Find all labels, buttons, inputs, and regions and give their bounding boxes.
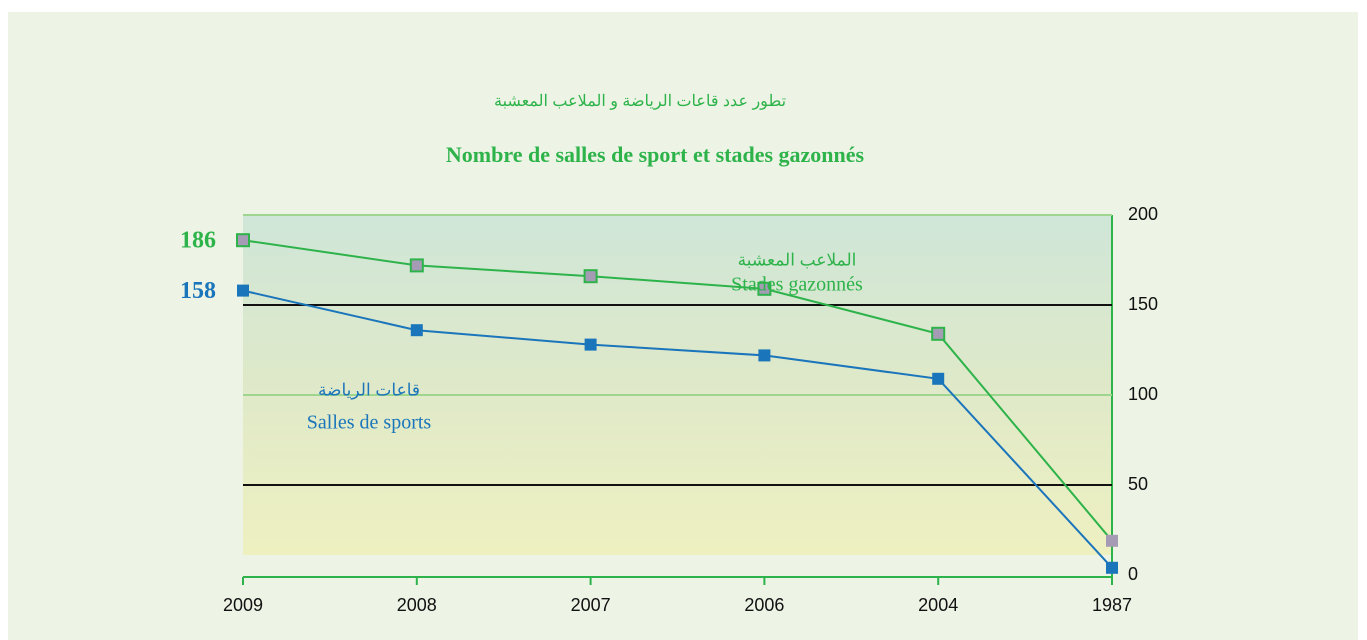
- marker: [757, 281, 772, 296]
- marker: [758, 349, 771, 362]
- x-tick-label: 2008: [397, 595, 437, 615]
- marker: [1106, 561, 1118, 574]
- data-label: 158: [180, 278, 216, 304]
- marker: [237, 284, 249, 297]
- x-tick-label: 2006: [744, 595, 784, 615]
- series-label: Salles de sports: [307, 412, 432, 434]
- chart-subtitle: تطور عدد قاعات الرياضة و الملاعب المعشبة: [494, 93, 786, 110]
- y-tick-label: 50: [1128, 474, 1148, 494]
- x-tick-label: 1987: [1092, 595, 1132, 615]
- y-tick-label: 200: [1128, 204, 1158, 224]
- series-line: [242, 239, 1113, 542]
- marker: [584, 338, 597, 351]
- y-tick-label: 150: [1128, 294, 1158, 314]
- x-tick-label: 2007: [571, 595, 611, 615]
- data-label: 186: [180, 228, 216, 254]
- plot-background: [243, 215, 1112, 555]
- series-line: [242, 289, 1113, 569]
- x-tick-label: 2004: [918, 595, 958, 615]
- chart-title: Nombre de salles de sport et stades gazo…: [446, 142, 865, 167]
- x-tick-label: 2009: [223, 595, 263, 615]
- marker: [236, 233, 250, 248]
- series-label-ar: الملاعب المعشبة: [738, 250, 857, 269]
- y-tick-label: 100: [1128, 384, 1158, 404]
- marker: [409, 258, 424, 273]
- marker: [583, 269, 598, 284]
- series-label: Stades gazonnés: [731, 274, 863, 296]
- marker: [1106, 534, 1118, 547]
- y-tick-label: 0: [1128, 564, 1138, 584]
- series-label-ar: قاعات الرياضة: [318, 380, 420, 400]
- marker: [410, 324, 423, 337]
- marker: [931, 326, 946, 341]
- marker: [932, 372, 945, 385]
